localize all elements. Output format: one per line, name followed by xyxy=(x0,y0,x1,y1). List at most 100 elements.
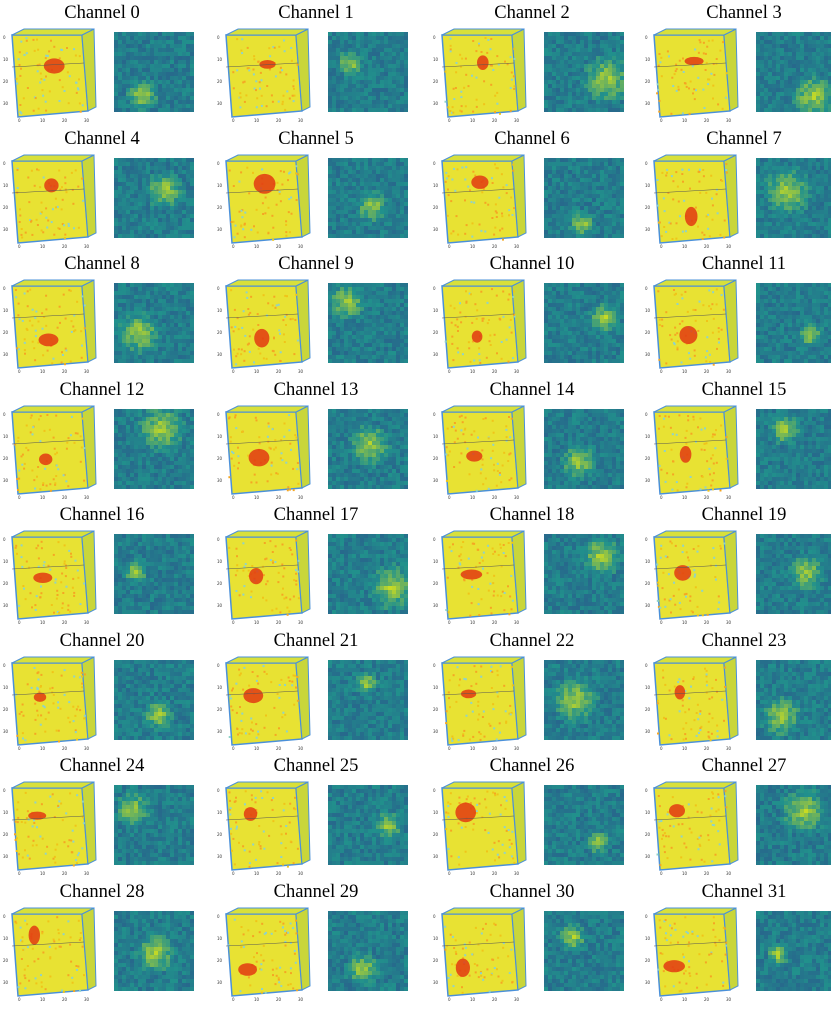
channel-panel: Channel 5 0 10 20 30 0 10 20 30 xyxy=(216,126,416,250)
tick-label: 30 xyxy=(645,101,651,106)
volume-render: 0 10 20 30 0 10 20 30 xyxy=(2,27,102,123)
cube-hidden-edge xyxy=(225,439,299,444)
channel-panel: Channel 31 0 10 20 30 0 10 20 30 xyxy=(644,879,831,1003)
tick-label: 0 xyxy=(232,620,235,625)
tick-label: 20 xyxy=(704,871,710,876)
volume-speckle xyxy=(656,540,726,617)
volume-hotspot xyxy=(471,175,489,189)
cube-top-face xyxy=(225,28,309,36)
cube-hidden-edge xyxy=(11,564,85,570)
tick-label: 0 xyxy=(448,997,451,1002)
tick-label: 10 xyxy=(254,244,260,249)
tick-label: 20 xyxy=(492,244,498,249)
volume-hotspot xyxy=(39,453,53,465)
tick-label: 10 xyxy=(470,871,476,876)
tick-label: 20 xyxy=(3,79,9,84)
tick-label: 10 xyxy=(682,997,688,1002)
cube-hidden-edge xyxy=(653,564,727,570)
tick-label: 0 xyxy=(645,914,648,919)
tick-label: 0 xyxy=(3,35,6,40)
volume-render: 0 10 20 30 0 10 20 30 xyxy=(432,780,532,876)
cube-front-face xyxy=(11,34,89,118)
volume-hotspot xyxy=(33,572,53,583)
cube-hidden-edge xyxy=(441,188,515,193)
slice-heatmap xyxy=(544,157,624,238)
tick-label: 30 xyxy=(3,854,9,859)
tick-label: 10 xyxy=(645,936,651,941)
tick-label: 30 xyxy=(514,118,520,123)
tick-label: 20 xyxy=(217,79,223,84)
tick-label: 20 xyxy=(276,369,282,374)
channel-panel: Channel 21 0 10 20 30 0 10 20 30 xyxy=(216,628,416,752)
volume-render: 0 10 20 30 0 10 20 30 xyxy=(216,27,316,123)
channel-panel: Channel 6 0 10 20 30 0 10 20 30 xyxy=(432,126,632,250)
tick-label: 30 xyxy=(514,244,520,249)
tick-label: 30 xyxy=(726,244,732,249)
slice-heatmap xyxy=(756,785,831,865)
tick-label: 0 xyxy=(645,35,648,40)
volume-speckle xyxy=(444,37,516,115)
tick-label: 30 xyxy=(217,101,223,106)
channel-title: Channel 0 xyxy=(64,3,140,23)
cube-hidden-edge xyxy=(441,690,515,695)
tick-label: 0 xyxy=(18,997,21,1002)
tick-label: 20 xyxy=(433,958,439,963)
channel-panel: Channel 4 0 10 20 30 0 10 20 30 xyxy=(2,126,202,250)
tick-label: 0 xyxy=(448,871,451,876)
tick-label: 30 xyxy=(298,871,304,876)
cube-hidden-edge xyxy=(225,62,299,68)
volume-render: 0 10 20 30 0 10 20 30 xyxy=(432,655,532,751)
tick-label: 10 xyxy=(40,871,46,876)
tick-label: 0 xyxy=(3,914,6,919)
slice-heatmap xyxy=(114,659,194,740)
tick-label: 30 xyxy=(217,603,223,608)
cube-top-face xyxy=(441,781,525,789)
cube-hidden-edge xyxy=(653,941,727,946)
volume-render: 0 10 20 30 0 10 20 30 xyxy=(216,655,316,751)
channel-title: Channel 20 xyxy=(59,630,145,651)
cube-hidden-edge xyxy=(441,439,515,444)
cube-top-face xyxy=(441,530,525,538)
tick-label: 10 xyxy=(645,559,651,564)
slice-heatmap xyxy=(114,910,194,991)
tick-label: 30 xyxy=(514,997,520,1002)
volume-hotspot xyxy=(455,802,476,823)
volume-render: 0 10 20 30 0 10 20 30 xyxy=(644,906,744,1002)
tick-label: 10 xyxy=(433,308,439,313)
cube-hidden-edge xyxy=(653,815,727,821)
cube-hidden-edge xyxy=(225,941,299,946)
cube-hidden-edge xyxy=(225,690,299,695)
channel-title: Channel 15 xyxy=(701,379,787,400)
tick-label: 20 xyxy=(276,244,282,249)
tick-label: 30 xyxy=(298,369,304,374)
tick-label: 20 xyxy=(433,456,439,461)
tick-label: 0 xyxy=(232,997,235,1002)
volume-render: 0 10 20 30 0 10 20 30 xyxy=(644,529,744,625)
cube-hidden-edge xyxy=(225,188,299,193)
channel-panel: Channel 1 0 10 20 30 0 10 20 30 xyxy=(216,0,416,124)
tick-label: 20 xyxy=(276,871,282,876)
channel-panel: Channel 11 0 10 20 30 0 10 20 30 xyxy=(644,251,831,375)
tick-label: 20 xyxy=(492,118,498,123)
channel-title: Channel 8 xyxy=(64,254,140,274)
tick-label: 10 xyxy=(3,685,9,690)
channel-panel: Channel 14 0 10 20 30 0 10 20 30 xyxy=(432,377,632,501)
channel-title: Channel 24 xyxy=(59,756,145,776)
tick-label: 0 xyxy=(660,244,663,249)
cube-front-face xyxy=(653,661,731,746)
tick-label: 0 xyxy=(433,788,436,793)
tick-label: 30 xyxy=(217,227,223,232)
tick-label: 10 xyxy=(3,183,9,188)
tick-label: 10 xyxy=(254,746,260,751)
tick-label: 0 xyxy=(660,871,663,876)
tick-label: 10 xyxy=(254,997,260,1002)
slice-heatmap xyxy=(328,408,408,489)
volume-render: 0 10 20 30 0 10 20 30 xyxy=(216,780,316,876)
channel-title: Channel 13 xyxy=(273,379,359,400)
volume-speckle xyxy=(444,162,516,241)
tick-label: 30 xyxy=(645,352,651,357)
cube-hidden-edge xyxy=(653,439,727,444)
channel-title: Channel 22 xyxy=(489,630,575,651)
tick-label: 30 xyxy=(726,495,732,500)
